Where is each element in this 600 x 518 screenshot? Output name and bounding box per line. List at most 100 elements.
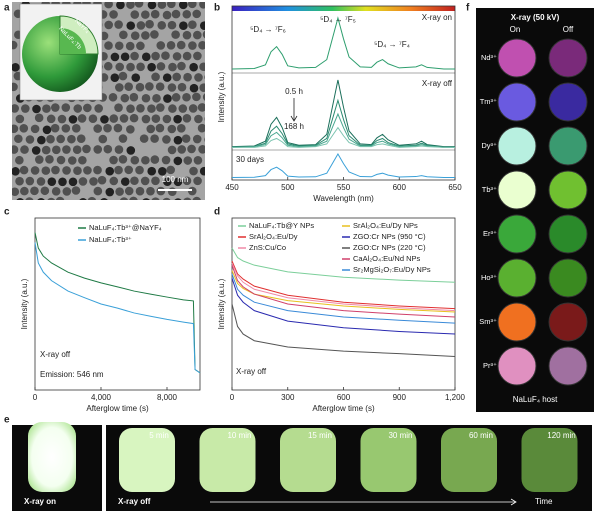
particle (19, 165, 29, 175)
row-label: Sm³⁺ (479, 317, 497, 326)
particle (193, 51, 202, 61)
particle (37, 198, 45, 200)
particle (156, 103, 165, 112)
particle (205, 157, 214, 166)
particle (119, 30, 128, 40)
particle (151, 72, 160, 82)
annotation: ⁵D₄ → ⁷F₄ (374, 40, 410, 49)
particle (120, 177, 130, 186)
particle (189, 83, 199, 93)
particle (156, 62, 166, 71)
particle (147, 166, 157, 176)
particle (36, 177, 46, 186)
particle (141, 52, 151, 62)
particle (182, 92, 191, 102)
particle (94, 104, 103, 113)
particle (104, 2, 113, 9)
particle (78, 177, 88, 186)
particle (215, 53, 224, 62)
xray-on-label: X-ray on (24, 497, 56, 506)
particle (31, 146, 41, 155)
legend-label: SrAl₂O₄:Eu/Dy NPs (353, 221, 418, 230)
particle (205, 198, 214, 207)
particle (125, 41, 135, 51)
spectrum-bar (232, 6, 455, 11)
particle (162, 135, 171, 144)
particle (167, 2, 176, 9)
particle (189, 166, 198, 176)
vial (441, 428, 497, 492)
particle (56, 155, 66, 165)
x-tick-label: 300 (281, 393, 295, 402)
particle (114, 145, 124, 154)
annotation: X-ray on (422, 13, 452, 22)
particle (145, 82, 154, 91)
particle (156, 41, 166, 50)
particle (163, 177, 172, 187)
series-line (231, 153, 455, 179)
particle (126, 146, 136, 155)
particle (134, 2, 144, 8)
particle (182, 114, 192, 123)
particle (136, 62, 145, 72)
particle (12, 104, 19, 113)
panel-label: f (466, 3, 470, 14)
particle (129, 92, 139, 102)
particle (181, 134, 191, 143)
particle (68, 177, 78, 187)
particle (87, 196, 97, 200)
particle (155, 82, 165, 91)
particle (98, 134, 108, 144)
particle (176, 40, 186, 50)
particle (193, 30, 202, 40)
sample-on (497, 214, 537, 254)
particle (168, 62, 177, 72)
xray-off-label: X-ray off (118, 497, 151, 506)
series-line (231, 265, 456, 318)
annotation: ⁵D₄ → ⁷F₆ (250, 25, 286, 34)
series-line (231, 303, 456, 358)
particle (105, 166, 115, 176)
particle (166, 165, 175, 175)
particle (12, 167, 20, 176)
particle (182, 176, 192, 186)
particle (73, 166, 82, 176)
sample-on (497, 302, 537, 342)
particle (147, 2, 157, 10)
particle (150, 30, 159, 39)
particle (15, 114, 25, 124)
particle (135, 82, 145, 92)
x-axis-title: Afterglow time (s) (312, 404, 375, 413)
sample-on (497, 38, 537, 78)
particle (41, 166, 51, 175)
sample-on (497, 126, 537, 166)
particle (204, 116, 205, 121)
particle (210, 125, 219, 134)
particle (116, 2, 125, 10)
particle (194, 114, 203, 124)
particle (76, 134, 86, 143)
particle (118, 154, 128, 164)
panel-label: c (4, 207, 10, 218)
x-tick-label: 600 (393, 183, 407, 192)
particle (12, 82, 18, 92)
particle (178, 104, 188, 113)
particle (141, 114, 151, 124)
legend-label: ZnS:Cu/Co (249, 243, 286, 252)
particle (141, 93, 151, 103)
particle (167, 145, 177, 155)
particle (211, 63, 220, 72)
particle (157, 2, 167, 9)
particle (67, 156, 77, 165)
particle (167, 187, 177, 197)
particle (167, 83, 177, 92)
particle (182, 9, 192, 19)
particle (167, 124, 177, 134)
particle (71, 186, 81, 195)
sample-off (548, 346, 588, 386)
particle (208, 186, 217, 195)
particle (37, 135, 46, 145)
sample-off (548, 126, 588, 166)
particle (192, 9, 202, 19)
